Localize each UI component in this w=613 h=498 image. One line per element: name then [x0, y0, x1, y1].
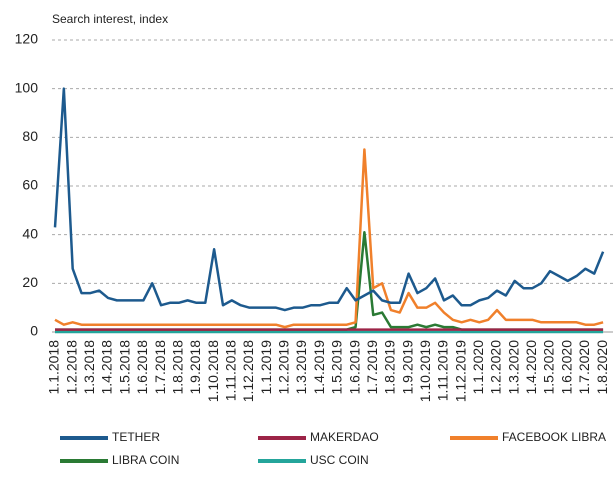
- x-tick-label: 1.2.2020: [488, 340, 504, 395]
- x-tick-label: 1.1.2020: [470, 340, 486, 395]
- x-tick-label: 1.11.2018: [223, 340, 239, 401]
- series-line: [55, 230, 604, 331]
- x-tick-label: 1.2.2019: [276, 340, 292, 395]
- y-tick-label: 0: [30, 323, 38, 339]
- x-tick-label: 1.10.2019: [417, 340, 433, 402]
- x-tick-label: 1.8.2019: [382, 340, 398, 395]
- legend-label: TETHER: [112, 430, 160, 444]
- x-tick-label: 1.9.2018: [187, 340, 203, 395]
- x-tick-label: 1.5.2018: [116, 340, 132, 395]
- x-tick-label: 1.1.2018: [46, 340, 62, 395]
- x-tick-label: 1.6.2020: [558, 340, 574, 395]
- x-tick-label: 1.3.2020: [505, 340, 521, 395]
- x-tick-label: 1.11.2019: [435, 340, 451, 401]
- legend-label: LIBRA COIN: [112, 453, 179, 467]
- x-tick-label: 1.2.2018: [63, 340, 79, 395]
- x-tick-label: 1.5.2020: [541, 340, 557, 395]
- x-tick-label: 1.8.2020: [594, 340, 610, 395]
- x-tick-label: 1.7.2019: [364, 340, 380, 395]
- x-tick-label: 1.12.2019: [452, 340, 468, 402]
- x-tick-label: 1.8.2018: [169, 340, 185, 395]
- x-tick-label: 1.3.2018: [81, 340, 97, 395]
- x-tick-label: 1.12.2018: [240, 340, 256, 402]
- x-tick-label: 1.7.2018: [152, 340, 168, 395]
- x-tick-label: 1.6.2019: [346, 340, 362, 395]
- series-line: [53, 87, 605, 312]
- series-line: [54, 148, 604, 329]
- x-tick-label: 1.9.2019: [399, 340, 415, 395]
- legend-label: FACEBOOK LIBRA: [502, 430, 606, 444]
- x-tick-label: 1.6.2018: [134, 340, 150, 395]
- x-tick-label: 1.1.2019: [258, 340, 274, 395]
- y-axis-label: Search interest, index: [52, 12, 168, 26]
- legend-label: USC COIN: [310, 453, 369, 467]
- y-tick-label: 120: [15, 31, 39, 47]
- x-tick-label: 1.4.2020: [523, 340, 539, 395]
- legend-label: MAKERDAO: [310, 430, 379, 444]
- y-tick-label: 60: [22, 177, 38, 193]
- x-tick-label: 1.4.2018: [99, 340, 115, 395]
- y-tick-label: 20: [22, 274, 38, 290]
- y-tick-label: 80: [22, 128, 38, 144]
- y-tick-label: 40: [22, 225, 38, 241]
- y-tick-label: 100: [15, 79, 39, 95]
- x-tick-label: 1.5.2019: [329, 340, 345, 395]
- x-tick-label: 1.3.2019: [293, 340, 309, 395]
- x-tick-label: 1.10.2018: [205, 340, 221, 402]
- x-tick-label: 1.4.2019: [311, 340, 327, 395]
- x-tick-label: 1.7.2020: [576, 340, 592, 395]
